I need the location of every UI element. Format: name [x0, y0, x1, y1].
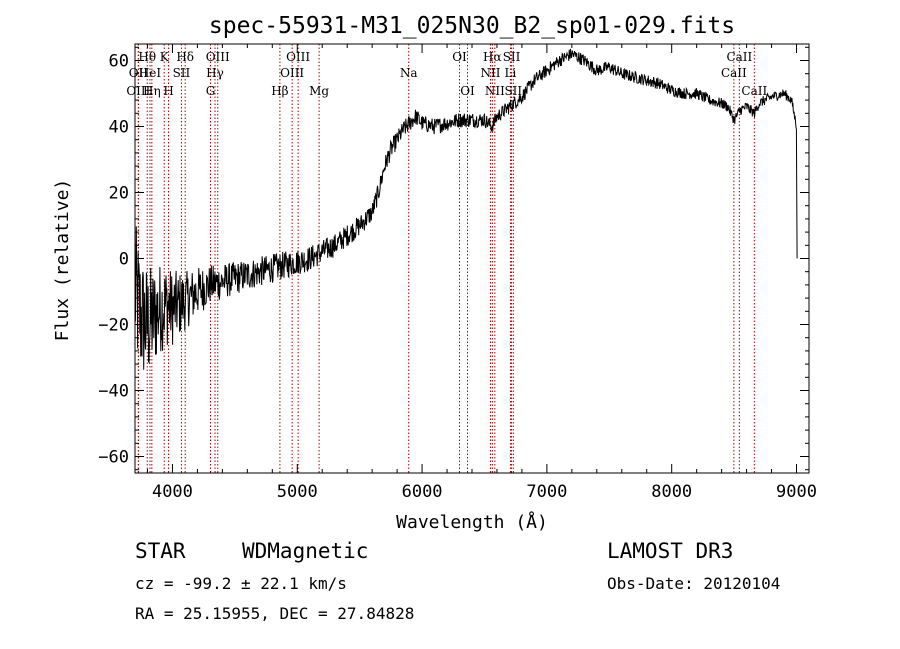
- line-label: H: [163, 84, 173, 98]
- line-label: OIII: [206, 50, 230, 64]
- x-tick-label: 6000: [402, 482, 443, 502]
- line-label: HeI: [139, 66, 162, 80]
- x-tick-label: 8000: [651, 482, 692, 502]
- line-label: OIII: [280, 66, 304, 80]
- spectral-line-labels: OIIOIIIHθHeIHηKHSIIHδGOIIIHγHβOIIIOIIIMg…: [126, 50, 767, 98]
- line-label: Li: [505, 66, 517, 80]
- redshift-velocity: cz = -99.2 ± 22.1 km/s: [135, 574, 347, 593]
- line-label: OI: [460, 84, 475, 98]
- line-label: CaII: [726, 50, 752, 64]
- spectral-line-markers: [137, 44, 755, 473]
- survey-name: LAMOST DR3: [607, 539, 733, 563]
- line-label: OII: [129, 66, 149, 80]
- y-axis: −60 −40 −20 0 20 40 60: [98, 46, 809, 471]
- x-tick-label: 9000: [776, 482, 817, 502]
- line-label: SII: [504, 84, 522, 98]
- x-tick-label: 7000: [526, 482, 567, 502]
- chart-title: spec-55931-M31_025N30_B2_sp01-029.fits: [209, 13, 735, 39]
- line-label: SII: [173, 66, 191, 80]
- object-subclass: WDMagnetic: [242, 539, 368, 563]
- line-label: Hδ: [176, 50, 194, 64]
- line-label: CaII: [721, 66, 747, 80]
- line-label: Hβ: [271, 84, 288, 98]
- ra-dec-coordinates: RA = 25.15955, DEC = 27.84828: [135, 604, 414, 623]
- line-label: Hα: [483, 50, 502, 64]
- y-tick-label: −60: [98, 448, 129, 468]
- line-label: G: [206, 84, 216, 98]
- spectrum-line: [134, 48, 798, 370]
- x-axis-label: Wavelength (Å): [396, 511, 548, 533]
- x-tick-label: 5000: [277, 482, 318, 502]
- line-label: OIII: [126, 84, 150, 98]
- line-label: Na: [400, 66, 418, 80]
- line-label: Hη: [143, 84, 161, 98]
- line-label: OIII: [286, 50, 310, 64]
- y-tick-label: 60: [109, 52, 129, 72]
- line-label: NII: [485, 84, 505, 98]
- y-tick-label: 40: [109, 118, 129, 138]
- object-class: STAR: [135, 539, 186, 563]
- x-tick-label: 4000: [152, 482, 193, 502]
- line-label: SII: [503, 50, 521, 64]
- y-tick-label: −40: [98, 382, 129, 402]
- line-label: CaII: [741, 84, 767, 98]
- y-tick-label: 0: [119, 250, 129, 270]
- line-label: OI: [452, 50, 467, 64]
- line-label: Mg: [309, 84, 329, 98]
- x-axis: 4000 5000 6000 7000 8000 9000: [146, 44, 817, 502]
- line-label: K: [160, 50, 170, 64]
- line-label: Hθ: [138, 50, 156, 64]
- observation-date: Obs-Date: 20120104: [607, 574, 780, 593]
- plot-frame: [134, 43, 810, 474]
- y-axis-label: Flux (relative): [52, 179, 73, 342]
- line-label: NII: [480, 66, 500, 80]
- line-label: Hγ: [206, 66, 224, 80]
- y-tick-label: 20: [109, 184, 129, 204]
- y-tick-label: −20: [98, 316, 129, 336]
